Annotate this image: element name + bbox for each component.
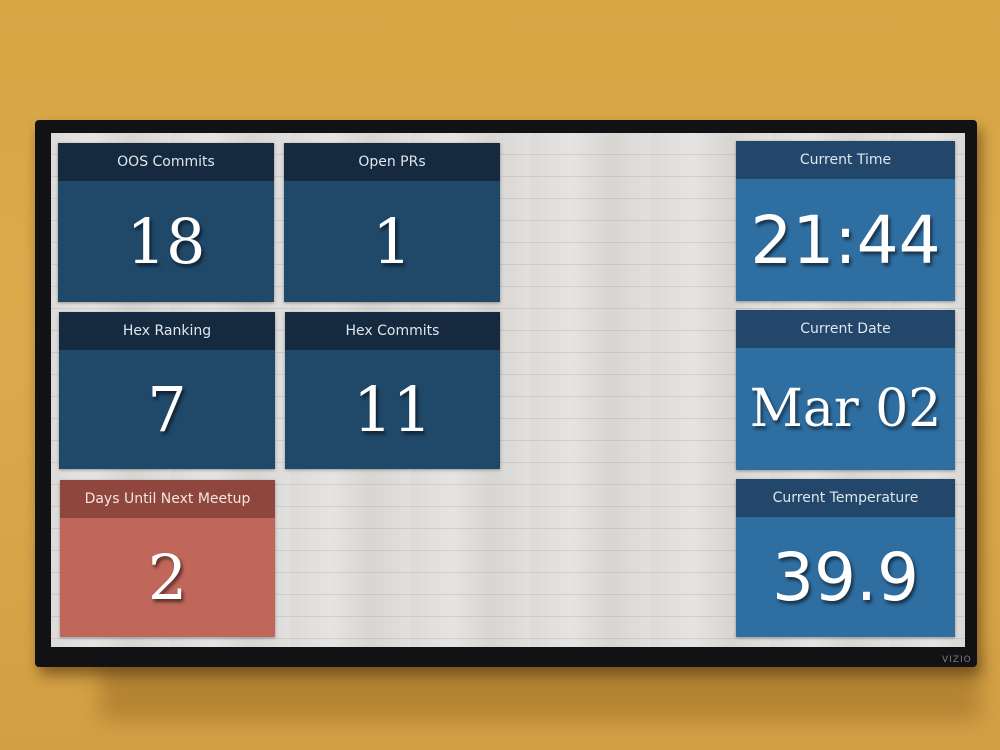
current-time-tile: Current Time 21:44 [736, 141, 955, 301]
dashboard-screen: OOS Commits 18 Open PRs 1 Hex Ranking 7 … [51, 133, 965, 647]
hex-ranking-tile: Hex Ranking 7 [59, 312, 275, 469]
tile-title: Hex Commits [285, 312, 500, 350]
tile-value: 18 [126, 205, 206, 278]
tile-title: Current Time [736, 141, 955, 179]
current-date-tile: Current Date Mar 02 [736, 310, 955, 470]
tile-title: Days Until Next Meetup [60, 480, 275, 518]
tile-title: Current Date [736, 310, 955, 348]
tile-value: 11 [353, 373, 432, 446]
tile-value: 21:44 [750, 201, 941, 279]
tile-value: 39.9 [772, 538, 919, 616]
tile-value: 7 [147, 373, 187, 446]
current-temperature-tile: Current Temperature 39.9 [736, 479, 955, 637]
tile-value: Mar 02 [749, 379, 942, 439]
tile-value: 1 [372, 205, 412, 278]
hex-commits-tile: Hex Commits 11 [285, 312, 500, 469]
tile-title: Open PRs [284, 143, 500, 181]
tv-brand-logo: VIZIO [942, 655, 972, 665]
tile-title: Current Temperature [736, 479, 955, 517]
open-prs-tile: Open PRs 1 [284, 143, 500, 302]
tile-title: Hex Ranking [59, 312, 275, 350]
tile-value: 2 [147, 541, 188, 614]
tile-title: OOS Commits [58, 143, 274, 181]
days-until-next-meetup-tile: Days Until Next Meetup 2 [60, 480, 275, 637]
oos-commits-tile: OOS Commits 18 [58, 143, 274, 302]
tv-shadow [100, 660, 980, 720]
